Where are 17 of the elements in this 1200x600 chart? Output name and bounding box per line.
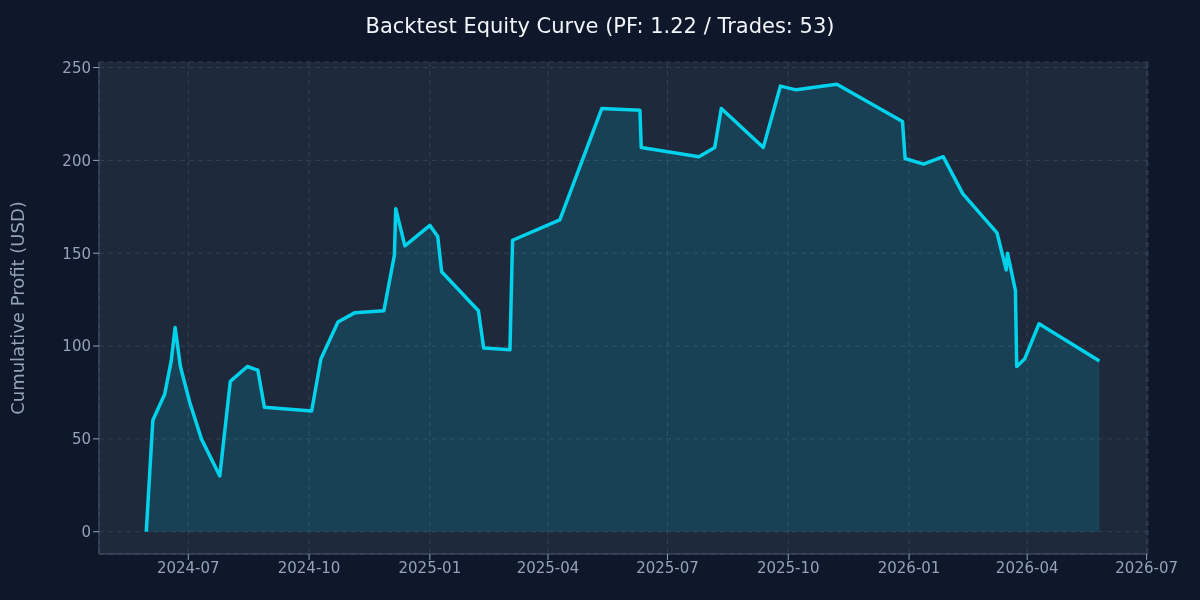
y-tick-label: 250: [62, 58, 91, 77]
y-axis-title: Cumulative Profit (USD): [7, 201, 29, 415]
x-tick-label: 2025-10: [756, 558, 820, 577]
y-tick-label: 50: [71, 430, 91, 449]
x-tick-label: 2026-01: [877, 558, 941, 577]
x-tick-label: 2026-07: [1115, 558, 1179, 577]
x-tick-label: 2024-10: [277, 558, 341, 577]
y-tick-label: 0: [81, 523, 91, 542]
x-tick-label: 2026-04: [995, 558, 1059, 577]
y-tick-label: 150: [62, 244, 91, 263]
y-tick-label: 200: [62, 151, 91, 170]
x-tick-label: 2025-07: [636, 558, 699, 577]
x-tick-label: 2024-07: [156, 558, 220, 577]
chart-title: Backtest Equity Curve (PF: 1.22 / Trades: 53): [364, 14, 836, 38]
x-tick-label: 2025-04: [516, 558, 580, 577]
y-tick-label: 100: [62, 337, 91, 356]
x-tick-label: 2025-01: [398, 558, 462, 577]
